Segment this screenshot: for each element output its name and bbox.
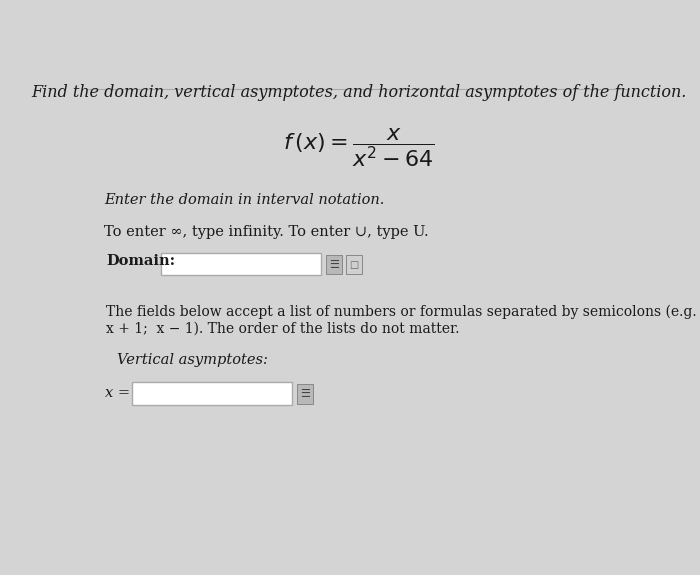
Text: $f\,(x) = \dfrac{x}{x^2-64}$: $f\,(x) = \dfrac{x}{x^2-64}$ [283,126,435,169]
Text: Enter the domain in interval notation.: Enter the domain in interval notation. [104,193,384,207]
FancyBboxPatch shape [297,384,313,404]
FancyBboxPatch shape [326,255,342,274]
Text: x =: x = [105,386,130,400]
FancyBboxPatch shape [132,382,292,405]
Text: Domain:: Domain: [106,254,176,268]
Text: □: □ [349,260,358,270]
Text: ☰: ☰ [300,389,310,399]
Text: To enter ∞, type infinity. To enter ∪, type U.: To enter ∞, type infinity. To enter ∪, t… [104,225,428,239]
Text: The fields below accept a list of numbers or formulas separated by semicolons (e: The fields below accept a list of number… [106,305,697,319]
Text: Vertical asymptotes:: Vertical asymptotes: [118,353,268,367]
Text: Find the domain, vertical asymptotes, and horizontal asymptotes of the function.: Find the domain, vertical asymptotes, an… [31,85,687,102]
Text: ☰: ☰ [329,260,340,270]
FancyBboxPatch shape [346,255,362,274]
Text: x + 1;  x − 1). The order of the lists do not matter.: x + 1; x − 1). The order of the lists do… [106,321,460,335]
FancyBboxPatch shape [161,253,321,275]
